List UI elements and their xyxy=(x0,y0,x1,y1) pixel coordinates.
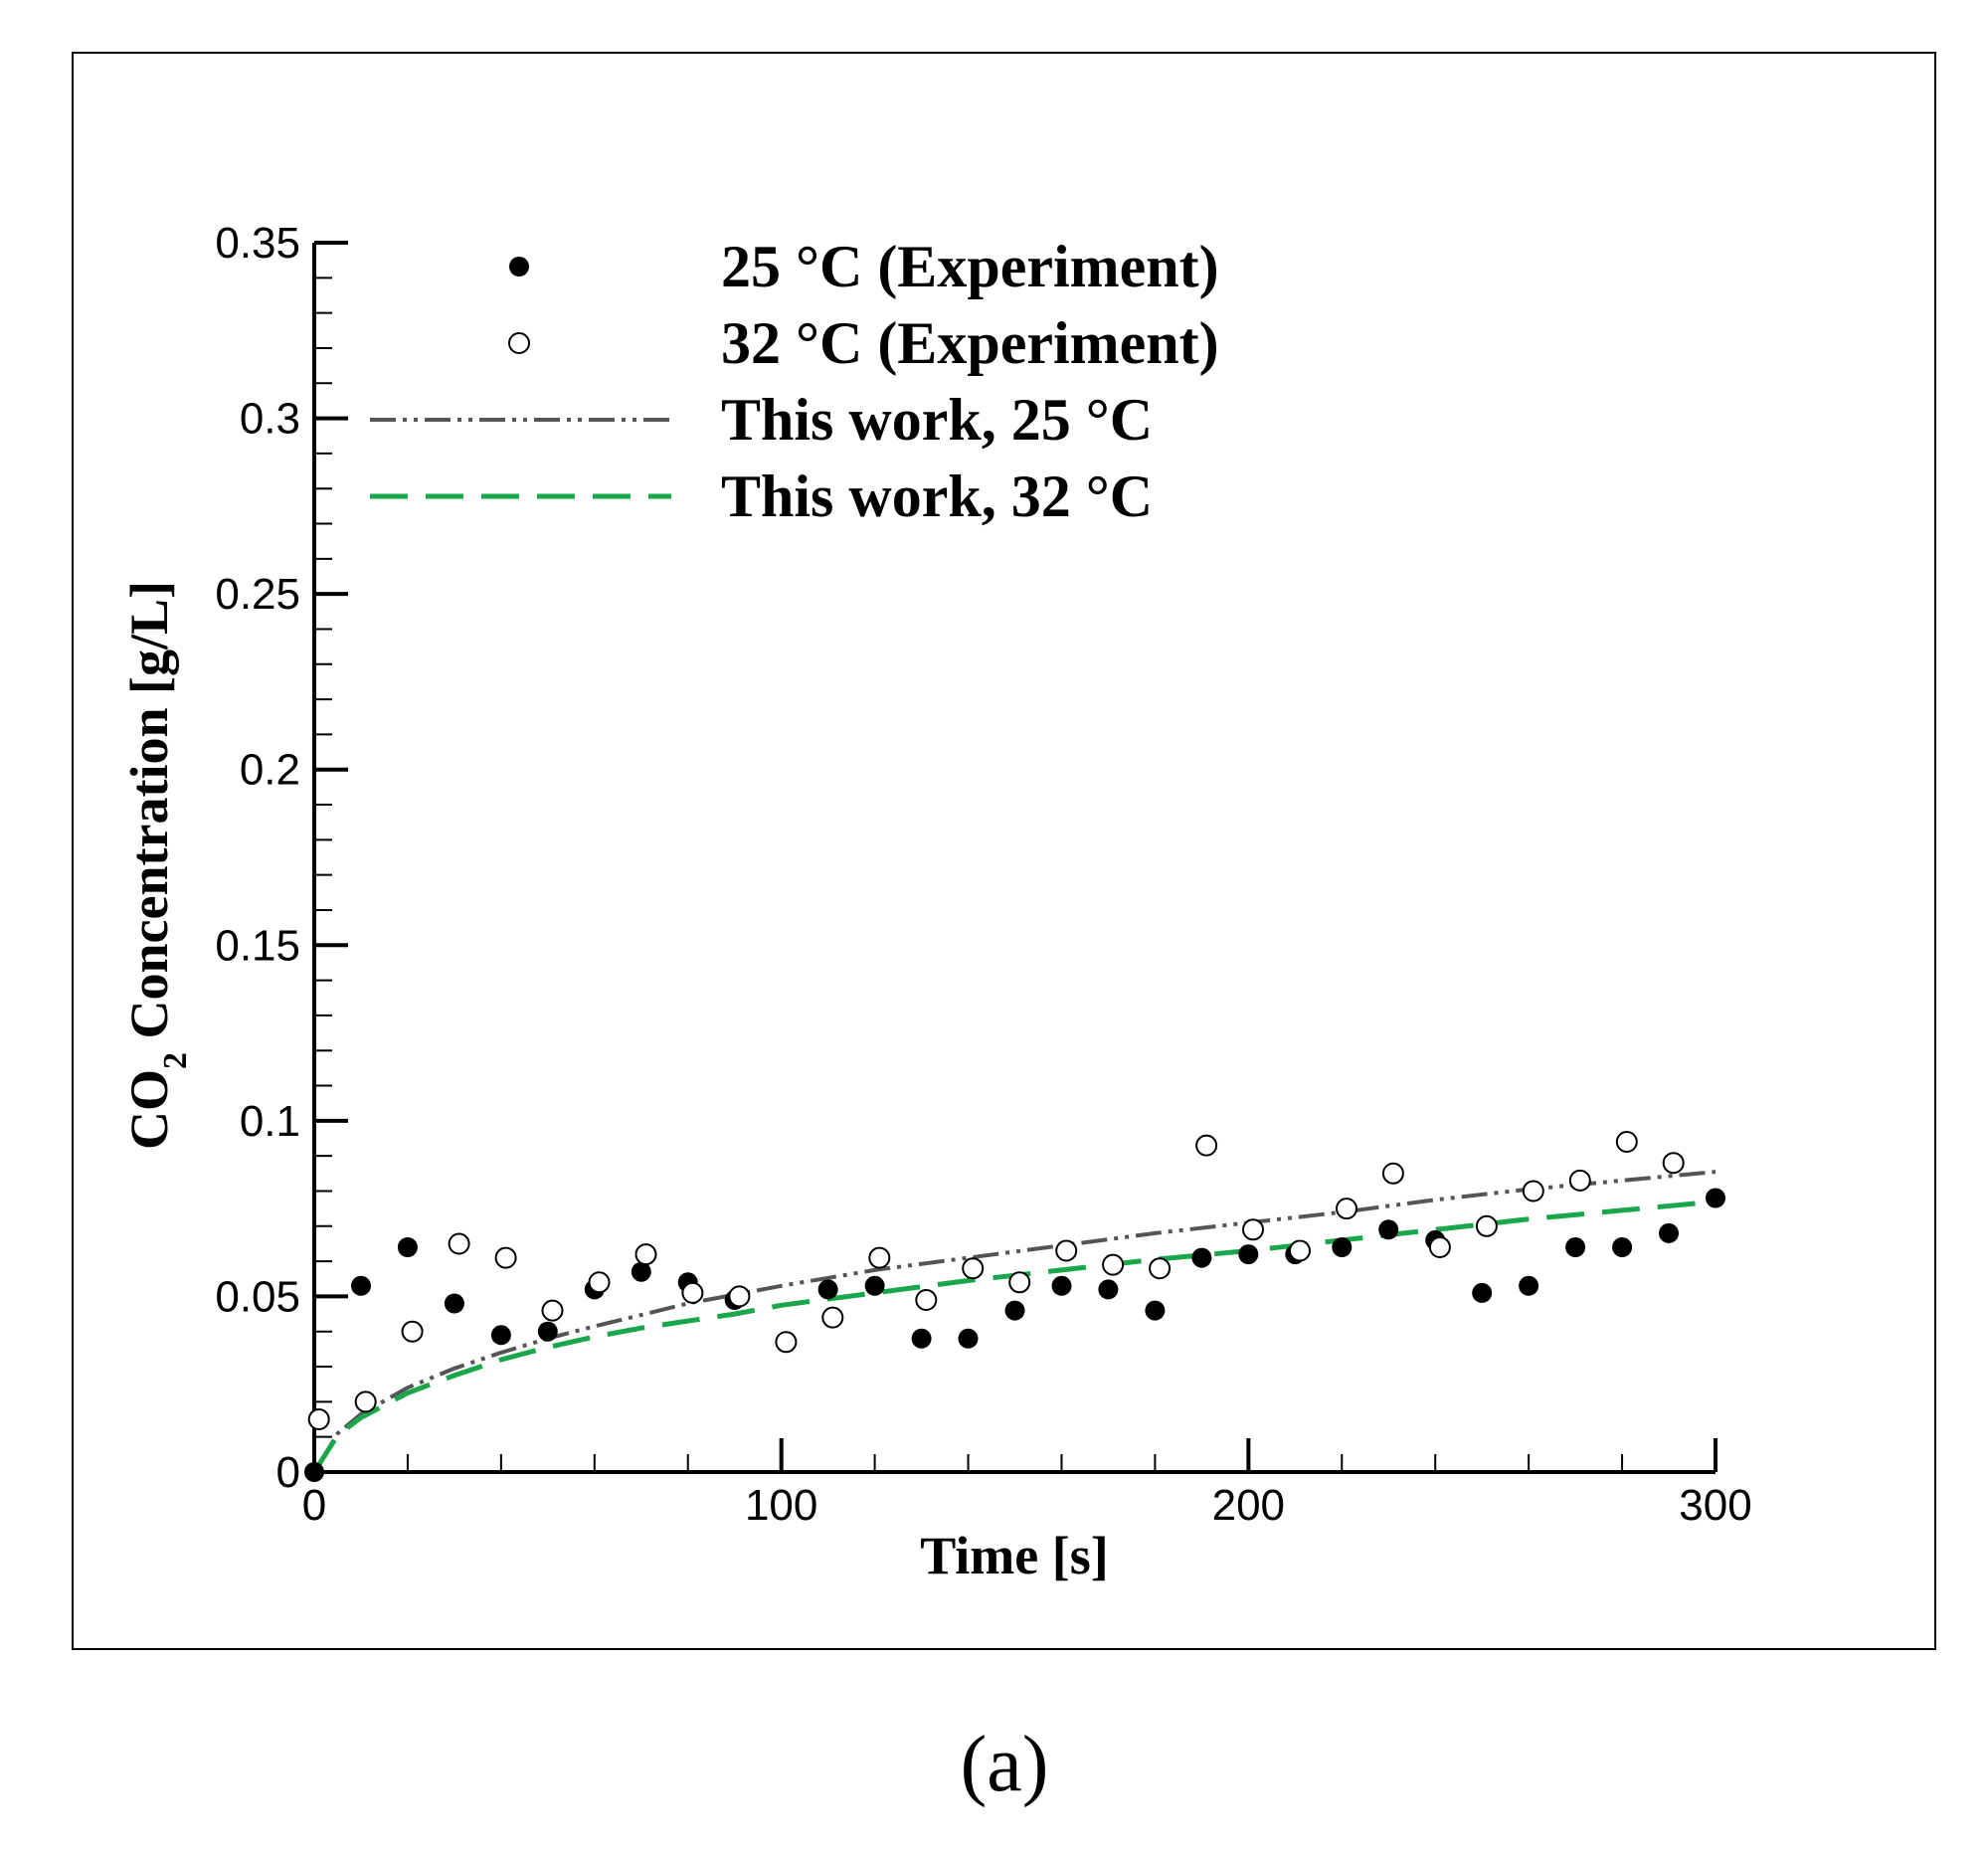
series-1-point xyxy=(868,1246,891,1269)
series-0-point xyxy=(537,1321,558,1342)
series-0-point xyxy=(1659,1222,1679,1243)
series-1-point xyxy=(401,1320,424,1343)
y-tick-label: 0.15 xyxy=(215,921,300,970)
y-tick-label: 0.05 xyxy=(215,1272,300,1321)
model-lines xyxy=(311,1170,1717,1474)
series-0-point xyxy=(1378,1219,1399,1240)
series-1-point xyxy=(588,1271,611,1294)
figure-frame xyxy=(72,52,1936,1650)
series-0-point xyxy=(958,1328,979,1349)
series-1-point xyxy=(681,1281,704,1304)
series-0-point xyxy=(1051,1275,1072,1296)
series-1-point xyxy=(1568,1169,1591,1192)
y-axis-title-base: CO xyxy=(119,1069,179,1150)
series-1-point xyxy=(1662,1152,1685,1175)
series-1-point xyxy=(1522,1180,1544,1202)
series-1-point xyxy=(1475,1214,1498,1237)
y-tick-label: 0.3 xyxy=(240,395,300,444)
series-1-point xyxy=(1381,1162,1404,1185)
series-0-point xyxy=(1332,1237,1353,1257)
series-1-point xyxy=(634,1243,657,1266)
series-1-point xyxy=(1428,1236,1451,1258)
series-1-point xyxy=(1195,1134,1218,1157)
series-line-2 xyxy=(312,1170,1717,1474)
y-axis-title-subscript: 2 xyxy=(157,1052,194,1069)
series-1-point xyxy=(1149,1257,1172,1280)
series-0-point xyxy=(397,1237,418,1257)
legend-label-25c-model: This work, 25 °C xyxy=(721,387,1153,453)
series-1-point xyxy=(541,1299,564,1322)
series-1-point xyxy=(821,1306,844,1329)
series-0-point xyxy=(1238,1244,1259,1265)
series-0-point xyxy=(1098,1279,1119,1300)
series-0-point xyxy=(1612,1237,1633,1257)
series-0-point xyxy=(304,1462,324,1482)
series-1-point xyxy=(1336,1198,1357,1220)
legend-label-25c-experiment: 25 °C (Experiment) xyxy=(721,234,1219,299)
legend-label-32c-model: This work, 32 °C xyxy=(721,463,1153,529)
x-tick-label: 100 xyxy=(745,1481,817,1530)
y-axis-ticks: 0 0.05 0.1 0.15 0.2 0.25 0.3 0.35 xyxy=(215,219,348,1497)
x-tick-label: 0 xyxy=(302,1481,326,1530)
x-tick-label: 300 xyxy=(1679,1481,1751,1530)
legend-label-32c-experiment: 32 °C (Experiment) xyxy=(721,310,1219,376)
series-1-point xyxy=(728,1285,751,1308)
experiment-markers xyxy=(304,1131,1725,1482)
series-0-point xyxy=(444,1293,464,1314)
y-tick-label: 0 xyxy=(276,1448,300,1497)
series-0-point xyxy=(1706,1188,1725,1208)
series-1-point xyxy=(448,1232,470,1255)
x-tick-label: 200 xyxy=(1212,1481,1285,1530)
series-1-point xyxy=(1102,1253,1125,1276)
series-1-point xyxy=(775,1331,798,1354)
y-tick-label: 0.1 xyxy=(240,1097,300,1146)
x-axis-ticks: 0 100 200 300 xyxy=(302,1438,1752,1530)
plot-area: 0 0.05 0.1 0.15 0.2 0.25 0.3 0.35 0 100 200 300 xyxy=(215,219,1751,1530)
y-tick-label: 0.2 xyxy=(240,746,300,795)
legend: 25 °C (Experiment) 32 °C (Experiment) Th… xyxy=(370,234,1219,529)
series-1-point xyxy=(494,1246,517,1269)
legend-marker-25c-experiment xyxy=(509,257,529,277)
series-0-point xyxy=(1519,1275,1539,1296)
y-tick-label: 0.25 xyxy=(215,570,300,619)
series-0-point xyxy=(1191,1247,1212,1268)
x-axis-title: Time [s] xyxy=(920,1526,1108,1585)
series-1-point xyxy=(1289,1239,1311,1262)
series-1-point xyxy=(1615,1131,1638,1153)
series-0-point xyxy=(864,1275,885,1296)
series-0-point xyxy=(911,1328,932,1349)
y-axis-title-rest: Concentration [g/L] xyxy=(119,581,179,1052)
y-axis-title: CO2 Concentration [g/L] xyxy=(119,581,194,1150)
y-tick-label: 0.35 xyxy=(215,219,300,268)
legend-marker-32c-experiment xyxy=(508,332,530,354)
series-0-point xyxy=(631,1261,651,1282)
series-1-point xyxy=(1242,1218,1264,1241)
series-line-3 xyxy=(311,1199,1717,1474)
series-0-point xyxy=(1565,1237,1586,1257)
series-0-point xyxy=(490,1325,511,1346)
series-0-point xyxy=(351,1275,371,1296)
series-1-point xyxy=(1055,1239,1078,1262)
figure-caption: (a) xyxy=(961,1721,1049,1808)
series-0-point xyxy=(1145,1300,1166,1321)
series-1-point xyxy=(962,1257,985,1280)
series-1-point xyxy=(307,1408,330,1430)
series-0-point xyxy=(1004,1300,1025,1321)
series-0-point xyxy=(817,1279,838,1300)
series-0-point xyxy=(1472,1282,1493,1303)
series-1-point xyxy=(354,1390,377,1413)
series-1-point xyxy=(915,1289,938,1311)
series-1-point xyxy=(1008,1271,1031,1294)
